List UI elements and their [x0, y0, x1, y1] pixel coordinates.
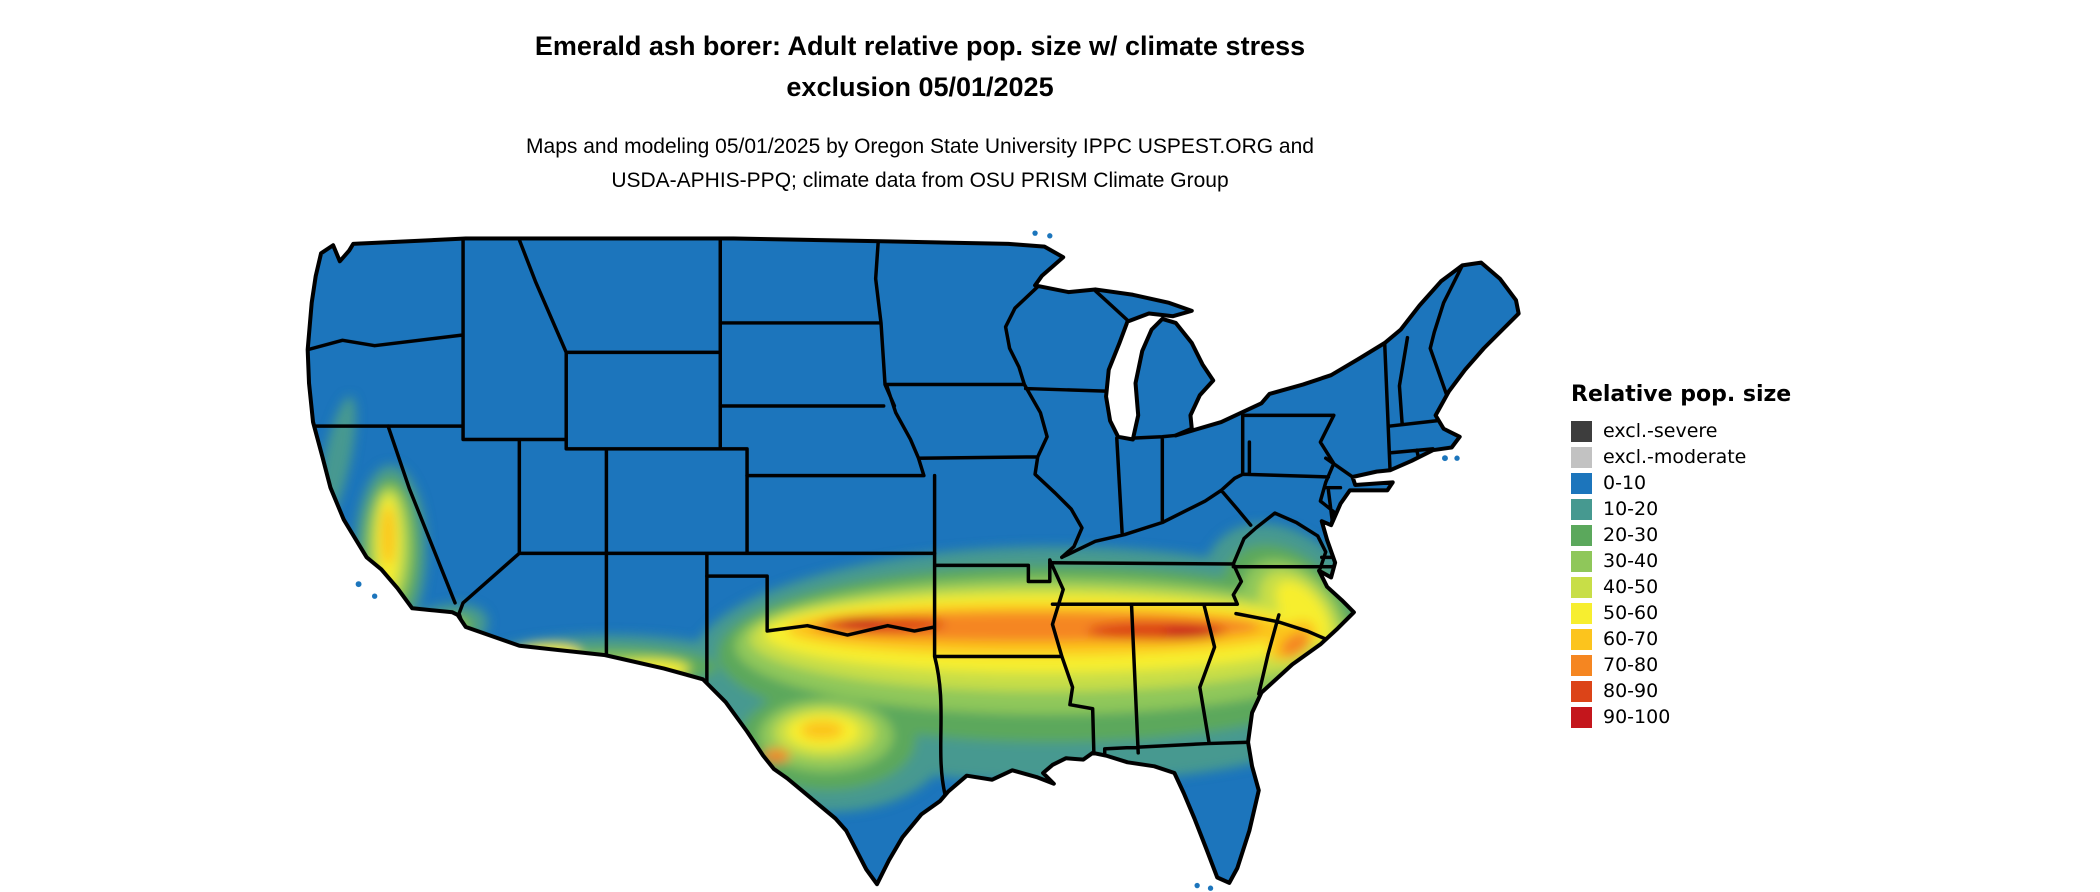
map-title: Emerald ash borer: Adult relative pop. s…: [0, 26, 1840, 108]
legend-item: 80-90: [1571, 681, 1831, 702]
legend-label: 20-30: [1603, 524, 1659, 546]
legend-swatch: [1571, 525, 1592, 546]
legend-label: excl.-severe: [1603, 420, 1718, 442]
legend-title: Relative pop. size: [1571, 382, 1792, 407]
legend-label: 70-80: [1603, 654, 1659, 676]
us-map: [305, 225, 1524, 892]
title-block: Emerald ash borer: Adult relative pop. s…: [0, 26, 1840, 198]
legend-label: 40-50: [1603, 576, 1659, 598]
legend-label: excl.-moderate: [1603, 446, 1747, 468]
legend-swatch: [1571, 681, 1592, 702]
legend-item: excl.-severe: [1571, 421, 1831, 442]
legend-item: 70-80: [1571, 655, 1831, 676]
legend-label: 0-10: [1603, 472, 1647, 494]
legend-label: 30-40: [1603, 550, 1659, 572]
legend-swatch: [1571, 603, 1592, 624]
us-map-svg: [305, 230, 1521, 891]
legend-label: 80-90: [1603, 680, 1659, 702]
legend-label: 90-100: [1603, 706, 1671, 728]
map-subtitle-line1: Maps and modeling 05/01/2025 by Oregon S…: [526, 135, 1314, 158]
legend-swatch: [1571, 629, 1592, 650]
legend-item: excl.-moderate: [1571, 447, 1831, 468]
state-borders-central: [705, 238, 1130, 798]
legend-item: 30-40: [1571, 551, 1831, 572]
legend-item: 60-70: [1571, 629, 1831, 650]
legend-swatch: [1571, 551, 1592, 572]
us-outline: [305, 236, 1521, 887]
legend-swatch: [1571, 473, 1592, 494]
legend-swatch: [1571, 707, 1592, 728]
map-title-line2: exclusion 05/01/2025: [786, 72, 1054, 102]
legend-item: 0-10: [1571, 473, 1831, 494]
map-subtitle: Maps and modeling 05/01/2025 by Oregon S…: [0, 130, 1840, 198]
legend-swatch: [1571, 655, 1592, 676]
map-title-line1: Emerald ash borer: Adult relative pop. s…: [534, 31, 1306, 61]
map-subtitle-line2: USDA-APHIS-PPQ; climate data from OSU PR…: [611, 169, 1229, 192]
legend-item: 50-60: [1571, 603, 1831, 624]
offshore-islands: [355, 230, 1460, 891]
legend: Relative pop. size excl.-severe excl.-mod…: [1571, 382, 1831, 733]
legend-label: 10-20: [1603, 498, 1659, 520]
legend-item: 10-20: [1571, 499, 1831, 520]
legend-swatch: [1571, 577, 1592, 598]
legend-item: 20-30: [1571, 525, 1831, 546]
legend-items: excl.-severe excl.-moderate 0-10 10-20 20-30…: [1571, 421, 1831, 728]
legend-swatch: [1571, 421, 1592, 442]
state-borders-west: [307, 238, 937, 684]
legend-swatch: [1571, 447, 1592, 468]
band-90-100: [840, 618, 1216, 638]
state-borders: [307, 238, 1465, 798]
legend-label: 50-60: [1603, 602, 1659, 624]
legend-swatch: [1571, 499, 1592, 520]
legend-label: 60-70: [1603, 628, 1659, 650]
legend-item: 40-50: [1571, 577, 1831, 598]
legend-item: 90-100: [1571, 707, 1831, 728]
